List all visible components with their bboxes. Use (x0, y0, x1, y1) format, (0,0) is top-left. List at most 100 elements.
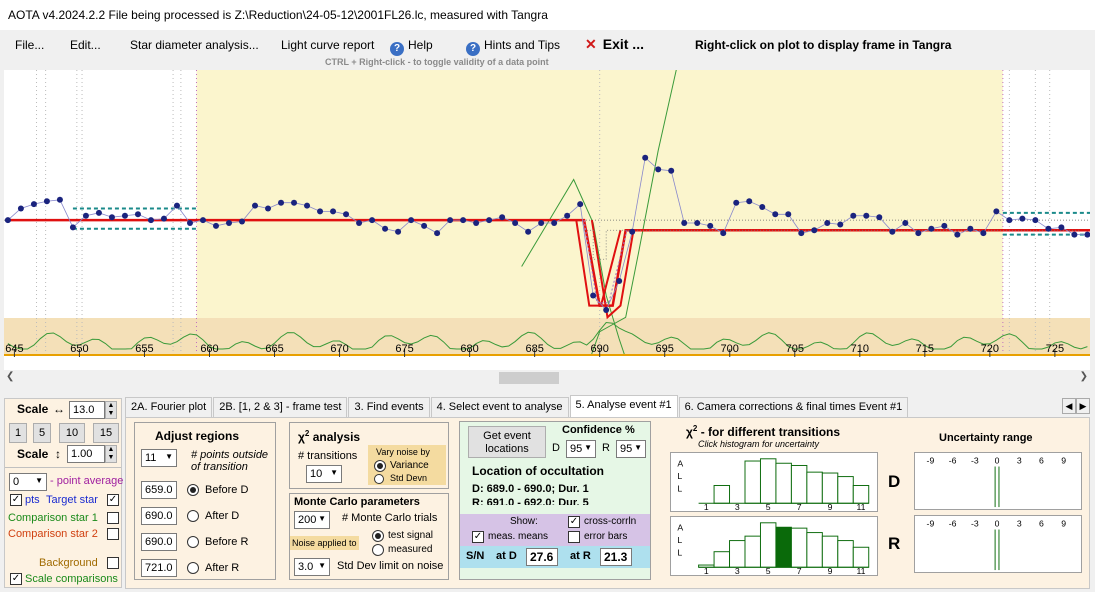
chevron-down-icon: ▼ (318, 514, 326, 523)
cross-corrln-checkbox[interactable]: ✓ (568, 516, 580, 528)
pts-label: pts (25, 494, 40, 506)
transitions-select[interactable]: 10 ▼ (306, 465, 342, 483)
scale-v-spinner[interactable]: ▲ ▼ (105, 445, 117, 463)
plot-scrollbar[interactable]: ❮ ❯ (4, 370, 1090, 386)
vary-stddev-radio[interactable] (374, 474, 384, 484)
hist-axis-letter: L (677, 548, 682, 558)
confidence-r-select[interactable]: 95 ▼ (616, 440, 646, 458)
tab-select-event[interactable]: 4. Select event to analyse (430, 397, 569, 417)
data-point (17, 205, 24, 212)
before-d-label: Before D (205, 484, 249, 496)
get-event-locations-button[interactable]: Get event locations (468, 426, 546, 458)
before-d-radio[interactable] (187, 484, 199, 496)
measured-radio[interactable] (372, 544, 384, 556)
before-r-field[interactable]: 690.0 (141, 533, 177, 551)
data-point (447, 217, 454, 224)
vary-variance-radio[interactable] (374, 460, 386, 472)
chi2-title: χ2 analysis (298, 429, 360, 444)
menu-light-curve-report[interactable]: Light curve report (281, 38, 375, 52)
scale-btn-15[interactable]: 15 (93, 423, 119, 443)
scale-btn-5[interactable]: 5 (33, 423, 51, 443)
after-d-field[interactable]: 690.0 (141, 507, 177, 525)
after-d-radio[interactable] (187, 510, 199, 522)
comparison-1-checkbox[interactable] (107, 512, 119, 524)
uncertainty-tick-label: 6 (1039, 456, 1044, 466)
tab-scroll-right-icon[interactable]: ▶ (1076, 398, 1090, 414)
menu-exit[interactable]: ✕ Exit ... (585, 36, 644, 53)
data-point (1058, 224, 1065, 231)
data-point (160, 215, 167, 222)
data-point (967, 225, 974, 232)
hist-title-chi: χ (686, 425, 693, 439)
data-point (954, 231, 961, 238)
scale-comparisons-checkbox[interactable]: ✓ (10, 573, 22, 585)
test-signal-radio[interactable] (372, 530, 384, 542)
vary-stddev-label: Std Devn (390, 473, 428, 483)
data-point (1084, 231, 1090, 238)
uncertainty-tick-label: 9 (1061, 519, 1066, 529)
scale-v-arrow: ↕ (55, 447, 61, 461)
menu-file[interactable]: File... (15, 38, 45, 52)
hist-bar (713, 551, 731, 568)
pts-checkbox[interactable]: ✓ (10, 494, 22, 506)
tab-scroll-left-icon[interactable]: ◀ (1062, 398, 1076, 414)
vary-variance-label: Variance (390, 460, 429, 471)
data-point (525, 228, 532, 235)
data-point (863, 212, 870, 219)
green-curve-d (521, 178, 631, 370)
tab-frame-test[interactable]: 2B. [1, 2 & 3] - frame test (213, 397, 348, 417)
tab-analyse-event[interactable]: 5. Analyse event #1 (569, 395, 678, 417)
points-outside-select[interactable]: 11 ▼ (141, 449, 177, 467)
scale-btn-10[interactable]: 10 (59, 423, 85, 443)
hist-title-rest: - for different transitions (697, 425, 841, 439)
hist-tick-label: 7 (797, 502, 802, 512)
after-r-field[interactable]: 721.0 (141, 559, 177, 577)
menu-help[interactable]: ? Help (390, 38, 433, 56)
scroll-left-icon[interactable]: ❮ (6, 371, 15, 382)
help-icon: ? (390, 42, 404, 56)
data-point (720, 230, 727, 237)
sn-at-d-value: 27.6 (526, 548, 558, 566)
data-point (252, 202, 259, 209)
point-average-select[interactable]: 0 ▼ (9, 473, 47, 491)
scroll-thumb[interactable] (499, 372, 559, 384)
menu-edit[interactable]: Edit... (70, 38, 101, 52)
after-r-radio[interactable] (187, 562, 199, 574)
event-results-group: Get event locations Confidence % D 95 ▼ R … (459, 421, 651, 580)
hist-bar (837, 476, 854, 504)
confidence-d-select[interactable]: 95 ▼ (566, 440, 596, 458)
trials-select[interactable]: 200 ▼ (294, 511, 330, 529)
data-point (395, 228, 402, 235)
scale-h-spinner[interactable]: ▲ ▼ (105, 401, 117, 419)
menu-hints[interactable]: ? Hints and Tips (466, 38, 560, 56)
light-curve-plot[interactable]: 645 650 655 660 665 670 675 680 685 690 695 700 705 7… (4, 70, 1090, 370)
error-bars-checkbox[interactable] (568, 531, 580, 543)
hist-tick-label: 1 (704, 566, 709, 576)
data-point (1006, 217, 1013, 224)
data-point (759, 204, 766, 211)
data-point (499, 214, 506, 221)
before-r-radio[interactable] (187, 536, 199, 548)
scale-v-label: Scale (17, 447, 49, 461)
scale-v-input[interactable]: 1.00 (67, 445, 105, 463)
stddev-select[interactable]: 3.0 ▼ (294, 558, 330, 576)
chi2-title-sup: 2 (304, 429, 310, 438)
before-d-field[interactable]: 659.0 (141, 481, 177, 499)
comparison-2-checkbox[interactable] (107, 528, 119, 540)
uncertainty-tick-label: 3 (1017, 519, 1022, 529)
tab-camera-corrections[interactable]: 6. Camera corrections & final times Even… (678, 397, 909, 417)
background-checkbox[interactable] (107, 557, 119, 569)
target-star-checkbox[interactable]: ✓ (107, 494, 119, 506)
tab-fourier[interactable]: 2A. Fourier plot (125, 397, 213, 417)
scale-h-input[interactable]: 13.0 (69, 401, 105, 419)
before-r-label: Before R (205, 536, 249, 548)
sn-at-r-value: 21.3 (600, 548, 632, 566)
meas-means-checkbox[interactable]: ✓ (472, 531, 484, 543)
tab-find-events[interactable]: 3. Find events (348, 397, 430, 417)
sn-at-d-label: at D (496, 550, 517, 562)
scale-btn-1[interactable]: 1 (9, 423, 27, 443)
menu-star-diameter[interactable]: Star diameter analysis... (130, 38, 259, 52)
scroll-right-icon[interactable]: ❯ (1079, 371, 1088, 382)
